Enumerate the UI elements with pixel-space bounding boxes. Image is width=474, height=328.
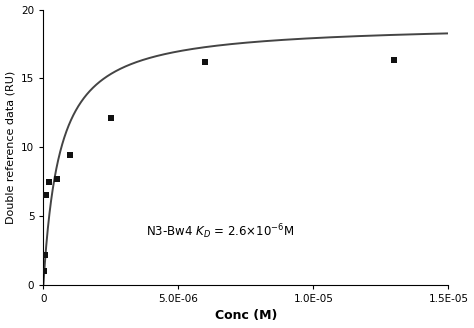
Point: [40, 269, 48, 274]
Point: [42, 193, 50, 198]
Point: [107, 116, 115, 121]
Y-axis label: Double reference data (RU): Double reference data (RU): [6, 71, 16, 224]
Point: [41, 252, 48, 257]
Point: [53, 176, 61, 181]
Point: [45, 179, 53, 184]
Point: [67, 153, 74, 158]
Point: [391, 58, 398, 63]
Point: [201, 59, 209, 65]
Text: N3-Bw4 $\mathit{K}_\mathit{D}$ = 2.6$\times$10$^{-6}$M: N3-Bw4 $\mathit{K}_\mathit{D}$ = 2.6$\ti…: [146, 222, 294, 241]
X-axis label: Conc (M): Conc (M): [215, 309, 277, 322]
